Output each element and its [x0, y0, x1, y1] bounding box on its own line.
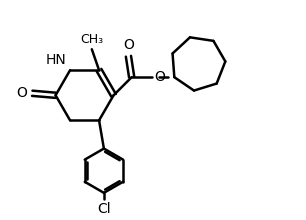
Text: O: O: [17, 86, 28, 100]
Text: O: O: [154, 70, 165, 84]
Text: HN: HN: [46, 53, 67, 67]
Text: Cl: Cl: [97, 202, 111, 216]
Text: CH₃: CH₃: [80, 33, 103, 46]
Text: O: O: [123, 38, 134, 52]
